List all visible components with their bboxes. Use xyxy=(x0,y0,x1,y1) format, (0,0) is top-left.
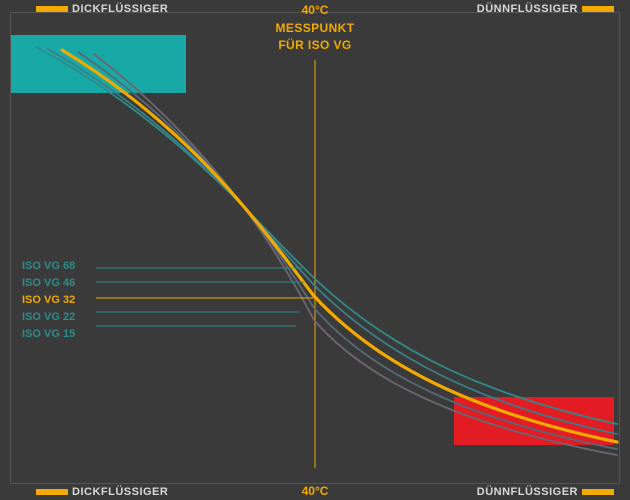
reference-vertical-line xyxy=(315,60,316,468)
label-top-right: DÜNNFLÜSSIGER xyxy=(477,3,614,15)
curve-label: ISO VG 15 xyxy=(22,326,75,343)
temp-label-top: 40°C xyxy=(302,3,329,17)
curve-label: ISO VG 32 xyxy=(22,292,75,309)
title-line-2: FÜR ISO VG xyxy=(278,38,351,52)
chart-title: MESSPUNKT FÜR ISO VG xyxy=(276,20,355,55)
label-text: DICKFLÜSSIGER xyxy=(72,486,168,498)
title-line-1: MESSPUNKT xyxy=(276,21,355,35)
label-text: DÜNNFLÜSSIGER xyxy=(477,486,578,498)
label-text: DICKFLÜSSIGER xyxy=(72,3,168,15)
hot-range-block xyxy=(454,397,614,445)
label-top-left: DICKFLÜSSIGER xyxy=(36,3,168,15)
arrow-bar-icon xyxy=(36,489,68,495)
curve-label-list: ISO VG 68ISO VG 46ISO VG 32ISO VG 22ISO … xyxy=(22,258,75,343)
curve-label: ISO VG 68 xyxy=(22,258,75,275)
label-bottom-left: DICKFLÜSSIGER xyxy=(36,486,168,498)
curve-label: ISO VG 22 xyxy=(22,309,75,326)
label-text: DÜNNFLÜSSIGER xyxy=(477,3,578,15)
temp-label-bottom: 40°C xyxy=(302,484,329,498)
cold-range-block xyxy=(11,35,186,93)
arrow-bar-icon xyxy=(582,6,614,12)
label-bottom-right: DÜNNFLÜSSIGER xyxy=(477,486,614,498)
curve-label: ISO VG 46 xyxy=(22,275,75,292)
arrow-bar-icon xyxy=(36,6,68,12)
arrow-bar-icon xyxy=(582,489,614,495)
